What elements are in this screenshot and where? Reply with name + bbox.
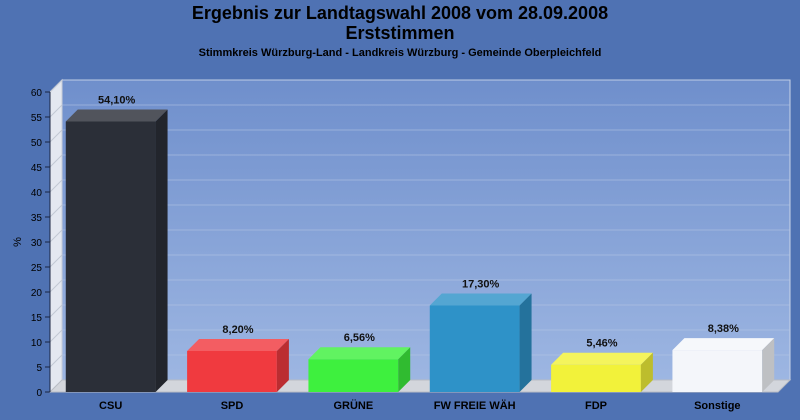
bar xyxy=(187,351,277,392)
bar-top xyxy=(551,352,653,365)
grid-line-side xyxy=(49,179,63,193)
grid-line-side xyxy=(49,104,63,118)
bar xyxy=(65,121,156,392)
y-tick-label: 50 xyxy=(31,138,43,149)
chart-title: Ergebnis zur Landtagswahl 2008 vom 28.09… xyxy=(191,3,609,23)
bar-side xyxy=(519,293,532,392)
data-label: 6,56% xyxy=(344,332,375,344)
y-tick-label: 5 xyxy=(36,363,42,374)
y-tick-label: 20 xyxy=(31,288,43,299)
grid-line-side xyxy=(49,354,63,368)
y-axis-label: % xyxy=(12,237,24,247)
y-tick-label: 10 xyxy=(31,338,43,349)
data-label: 54,10% xyxy=(98,95,136,107)
x-tick-label: CSU xyxy=(99,400,122,412)
grid-line-side xyxy=(49,154,63,168)
y-tick-label: 60 xyxy=(31,88,43,99)
chart-caption: Stimmkreis Würzburg-Land - Landkreis Wür… xyxy=(198,47,602,59)
bar-top xyxy=(65,109,168,122)
grid-line-side xyxy=(49,279,63,293)
bar-top xyxy=(308,347,411,360)
bar-top xyxy=(429,293,532,306)
grid-line-side xyxy=(49,329,63,343)
x-tick-label: GRÜNE xyxy=(333,399,373,412)
bar-side xyxy=(155,109,168,392)
bar-side xyxy=(640,352,653,392)
data-label: 5,46% xyxy=(586,338,617,350)
bar xyxy=(672,350,763,392)
bar-top xyxy=(187,339,289,351)
y-tick-label: 0 xyxy=(36,388,42,399)
bar-side xyxy=(276,339,289,392)
grid-line-side xyxy=(49,129,63,143)
y-tick-label: 30 xyxy=(31,238,43,249)
chart-header: Ergebnis zur Landtagswahl 2008 vom 28.09… xyxy=(0,3,800,61)
bar xyxy=(308,359,399,392)
data-label: 17,30% xyxy=(462,279,500,291)
grid-line-side xyxy=(49,79,63,93)
grid-line-side xyxy=(49,204,63,218)
bar-side xyxy=(762,338,775,392)
grid-line-side xyxy=(49,304,63,318)
y-tick-label: 35 xyxy=(31,213,43,224)
y-tick-label: 55 xyxy=(31,113,43,124)
x-tick-label: FDP xyxy=(585,400,607,412)
y-tick-label: 45 xyxy=(31,163,43,174)
bar xyxy=(551,364,641,392)
bar-side xyxy=(398,347,411,392)
data-label: 8,38% xyxy=(708,323,739,335)
y-tick-label: 40 xyxy=(31,188,43,199)
chart-subtitle: Erststimmen xyxy=(345,23,455,43)
x-tick-label: Sonstige xyxy=(694,400,740,412)
grid-line-side xyxy=(49,254,63,268)
data-label: 8,20% xyxy=(222,324,253,336)
grid-line-side xyxy=(49,229,63,243)
bar-top xyxy=(672,338,775,351)
y-tick-label: 15 xyxy=(31,313,43,324)
x-tick-label: FW FREIE WÄH xyxy=(434,399,516,412)
y-tick-label: 25 xyxy=(31,263,43,274)
x-tick-label: SPD xyxy=(221,400,244,412)
bar xyxy=(429,305,520,392)
